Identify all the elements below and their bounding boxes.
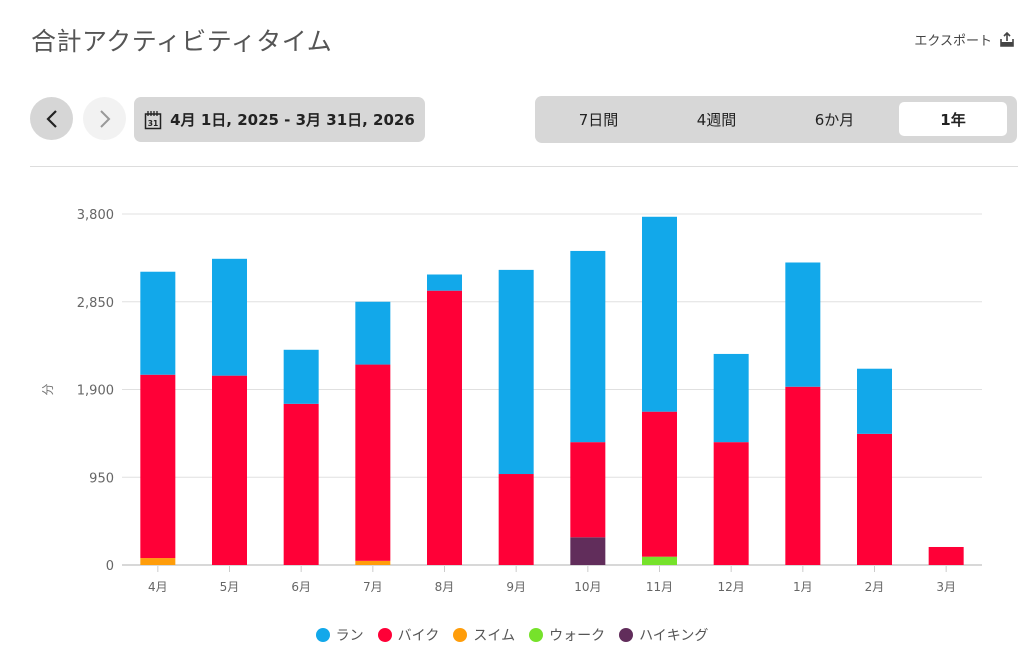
legend-label: バイク xyxy=(397,628,440,644)
bar-segment-run xyxy=(283,349,319,404)
legend-label: ハイキング xyxy=(639,628,709,644)
legend-dot-icon xyxy=(377,628,392,642)
bar-segment-bike xyxy=(427,290,462,565)
calendar-icon: 31 xyxy=(144,110,162,129)
date-range-label: 4月 1日, 2025 - 3月 31日, 2026 xyxy=(170,111,415,129)
x-tick-label: 8月 xyxy=(435,580,455,594)
x-tick-label: 3月 xyxy=(936,580,956,594)
legend-dot-icon xyxy=(619,628,634,642)
next-period-button[interactable] xyxy=(83,97,126,140)
bar-segment-bike xyxy=(355,364,391,561)
x-tick-label: 12月 xyxy=(718,580,745,594)
legend-item-swim[interactable]: スイム xyxy=(453,625,515,645)
x-tick-label: 9月 xyxy=(506,580,526,594)
x-tick-label: 1月 xyxy=(793,580,813,594)
bar-segment-bike xyxy=(498,474,534,565)
x-tick-label: 5月 xyxy=(220,580,240,594)
legend-label: スイム xyxy=(473,628,516,644)
bar-segment-run xyxy=(212,258,247,376)
stacked-bar-chart: 0 950 1,900 2,850 3,800 分 4月 5月 6月 7月 8月 9月 10月 11月 12… xyxy=(41,208,982,594)
export-icon xyxy=(1000,31,1014,47)
bar-segment-walk xyxy=(642,556,677,565)
bar-segment-bike xyxy=(642,411,677,557)
legend-dot-icon xyxy=(453,628,468,642)
export-button[interactable]: エクスポート xyxy=(914,30,1014,49)
bar-segment-bike xyxy=(785,386,821,565)
export-label: エクスポート xyxy=(914,34,992,49)
x-tick-label: 11月 xyxy=(646,580,673,594)
period-selector: 7日間 4週間 6か月 1年 xyxy=(535,96,1017,143)
legend-label: ウォーク xyxy=(549,628,606,644)
bar-segment-run xyxy=(355,301,391,365)
bar-segment-hike xyxy=(570,537,606,565)
y-axis-label: 分 xyxy=(41,383,55,395)
x-tick-label: 6月 xyxy=(291,580,311,594)
legend-label: ラン xyxy=(335,628,364,644)
x-tick-label: 7月 xyxy=(363,580,383,594)
svg-text:31: 31 xyxy=(148,119,158,128)
y-tick-label: 0 xyxy=(106,559,114,574)
divider xyxy=(30,166,1018,167)
bar-segment-swim xyxy=(355,560,391,565)
bar-segment-bike xyxy=(212,375,247,565)
bar-segment-bike xyxy=(283,403,319,565)
bar-segment-run xyxy=(642,216,677,412)
page-title: 合計アクティビティタイム xyxy=(31,27,333,56)
bar-segment-run xyxy=(713,353,749,443)
y-tick-label: 950 xyxy=(89,471,114,486)
legend-item-walk[interactable]: ウォーク xyxy=(529,625,605,645)
chart-legend: ラン バイク スイム ウォーク ハイキング xyxy=(0,625,1024,645)
bar-segment-bike xyxy=(570,442,606,538)
bar-segment-run xyxy=(498,269,534,475)
x-tick-label: 10月 xyxy=(574,580,601,594)
chevron-right-icon xyxy=(99,109,110,128)
legend-item-hike[interactable]: ハイキング xyxy=(619,625,708,645)
previous-period-button[interactable] xyxy=(30,97,73,140)
bar-segment-swim xyxy=(140,558,176,565)
legend-item-bike[interactable]: バイク xyxy=(377,625,440,645)
bar-segment-run xyxy=(570,250,606,443)
chevron-left-icon xyxy=(45,109,57,128)
legend-dot-icon xyxy=(529,628,544,642)
bar-segment-bike xyxy=(857,433,892,565)
bar-segment-run xyxy=(785,262,821,387)
x-tick-label: 4月 xyxy=(148,580,168,594)
legend-dot-icon xyxy=(315,628,330,642)
bar-segment-bike xyxy=(140,374,176,559)
y-tick-label: 1,900 xyxy=(77,384,114,399)
y-tick-label: 3,800 xyxy=(77,208,114,223)
bar-segment-bike xyxy=(713,442,749,565)
legend-item-run[interactable]: ラン xyxy=(315,625,364,645)
period-tab-7d[interactable]: 7日間 xyxy=(578,110,619,129)
date-range-picker[interactable]: 31 4月 1日, 2025 - 3月 31日, 2026 xyxy=(134,97,425,142)
bar-segment-run xyxy=(427,274,462,291)
period-tab-6m[interactable]: 6か月 xyxy=(814,110,855,129)
bar-segment-run xyxy=(140,271,176,375)
bar-segment-bike xyxy=(928,546,964,565)
period-tab-4w[interactable]: 4週間 xyxy=(696,110,737,129)
bar-segment-run xyxy=(857,368,892,434)
period-tab-1y[interactable]: 1年 xyxy=(899,102,1007,136)
x-tick-label: 2月 xyxy=(865,580,885,594)
y-tick-label: 2,850 xyxy=(77,296,114,311)
